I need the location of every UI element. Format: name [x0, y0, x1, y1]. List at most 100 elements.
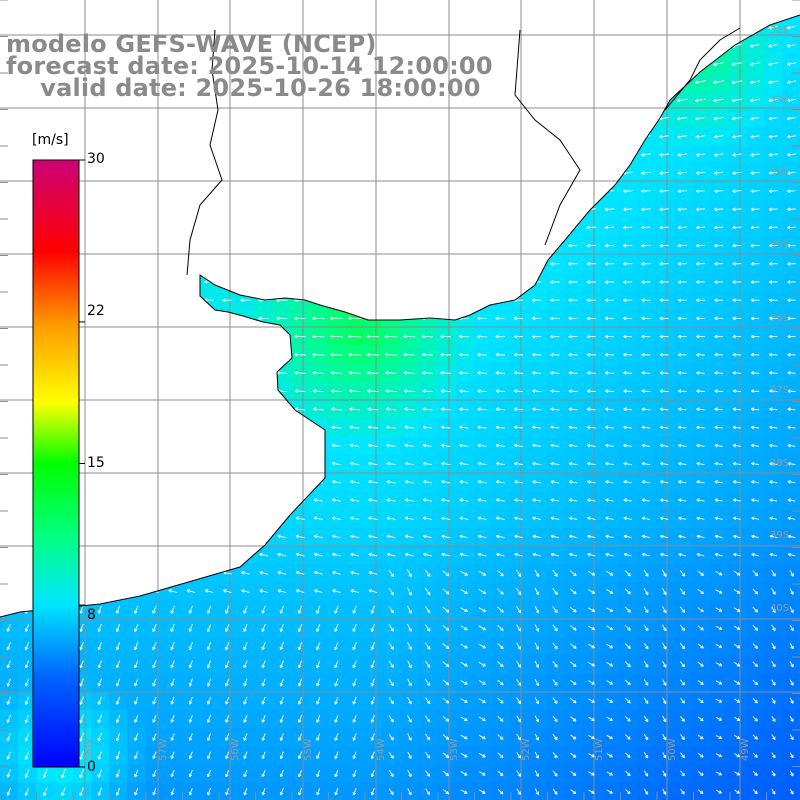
- speed-cell: [200, 746, 219, 765]
- speed-cell: [273, 637, 292, 656]
- speed-cell: [200, 618, 219, 638]
- lon-label-55w: 55W: [303, 738, 314, 761]
- speed-cell: [764, 54, 784, 74]
- speed-cell: [109, 655, 128, 674]
- speed-cell: [673, 109, 693, 128]
- speed-cell: [163, 637, 183, 656]
- colorbar-tick-15: 15: [87, 455, 105, 471]
- speed-cell: [273, 618, 292, 638]
- speed-cell: [546, 782, 565, 800]
- speed-cell: [564, 782, 583, 800]
- speed-cell: [200, 637, 219, 656]
- speed-cell: [728, 54, 747, 74]
- lon-label-51w: 51W: [594, 738, 605, 761]
- speed-cell: [273, 673, 292, 693]
- speed-cell: [109, 691, 128, 711]
- speed-cell: [200, 673, 219, 693]
- speed-cell: [182, 673, 201, 693]
- speed-cell: [109, 673, 128, 693]
- speed-cell: [364, 655, 383, 674]
- speed-cell: [327, 618, 347, 638]
- speed-cell: [618, 782, 638, 800]
- speed-cell: [127, 746, 147, 765]
- speed-cell: [200, 655, 219, 674]
- speed-cell: [127, 600, 147, 620]
- speed-cell: [691, 72, 711, 92]
- speed-cell: [782, 637, 800, 656]
- speed-cell: [691, 782, 711, 800]
- speed-cell: [673, 91, 693, 110]
- speed-cell: [236, 618, 256, 638]
- speed-cell: [200, 691, 219, 711]
- speed-cell: [163, 709, 183, 729]
- speed-cell: [163, 618, 183, 638]
- speed-cell: [127, 691, 147, 711]
- speed-cell: [182, 691, 201, 711]
- speed-cell: [291, 691, 310, 711]
- lat-label-34s: 34S: [770, 167, 790, 178]
- speed-cell: [673, 782, 693, 800]
- speed-cell: [764, 72, 784, 92]
- speed-cell: [236, 673, 256, 693]
- speed-cell: [0, 691, 19, 711]
- speed-cell: [163, 600, 183, 620]
- speed-cell: [218, 637, 238, 656]
- speed-cell: [127, 618, 147, 638]
- speed-cell: [273, 764, 292, 784]
- speed-cell: [782, 618, 800, 638]
- speed-cell: [109, 618, 128, 638]
- speed-cell: [273, 691, 292, 711]
- speed-cell: [728, 145, 747, 165]
- speed-cell: [18, 637, 37, 656]
- speed-cell: [127, 709, 147, 729]
- speed-cell: [764, 145, 784, 165]
- lon-label-54w: 54W: [376, 738, 387, 761]
- speed-cell: [327, 764, 347, 784]
- speed-cell: [254, 637, 274, 656]
- speed-cell: [91, 637, 110, 656]
- speed-cell: [254, 709, 274, 729]
- speed-cell: [327, 709, 347, 729]
- lat-label-38s: 38S: [770, 458, 790, 469]
- speed-cell: [782, 691, 800, 711]
- speed-cell: [163, 655, 183, 674]
- speed-cell: [91, 673, 110, 693]
- speed-cell: [109, 746, 128, 765]
- speed-cell: [345, 709, 365, 729]
- speed-cell: [582, 782, 602, 800]
- speed-cell: [728, 782, 747, 800]
- speed-cell: [163, 673, 183, 693]
- speed-cell: [782, 564, 800, 583]
- speed-cell: [327, 728, 347, 747]
- speed-cell: [218, 618, 238, 638]
- speed-cell: [109, 728, 128, 747]
- speed-cell: [345, 728, 365, 747]
- speed-cell: [254, 600, 274, 620]
- speed-cell: [345, 618, 365, 638]
- speed-cell: [236, 637, 256, 656]
- speed-cell: [327, 691, 347, 711]
- speed-cell: [200, 600, 219, 620]
- speed-cell: [746, 145, 765, 165]
- speed-cell: [728, 127, 747, 147]
- lon-label-57w: 57W: [158, 738, 169, 761]
- speed-cell: [709, 782, 729, 800]
- colorbar-tick-22: 22: [87, 303, 105, 319]
- colorbar-tick-0: 0: [87, 759, 96, 775]
- speed-cell: [254, 655, 274, 674]
- colorbar: [32, 159, 85, 768]
- speed-cell: [400, 782, 420, 800]
- speed-cell: [218, 600, 238, 620]
- speed-cell: [728, 91, 747, 110]
- lon-label-52w: 52W: [521, 738, 532, 761]
- speed-cell: [218, 655, 238, 674]
- speed-cell: [782, 728, 800, 747]
- lat-label-36s: 36S: [770, 313, 790, 324]
- speed-cell: [291, 618, 310, 638]
- speed-cell: [309, 764, 329, 784]
- speed-cell: [382, 782, 401, 800]
- speed-cell: [91, 691, 110, 711]
- speed-cell: [764, 782, 784, 800]
- speed-cell: [18, 618, 37, 638]
